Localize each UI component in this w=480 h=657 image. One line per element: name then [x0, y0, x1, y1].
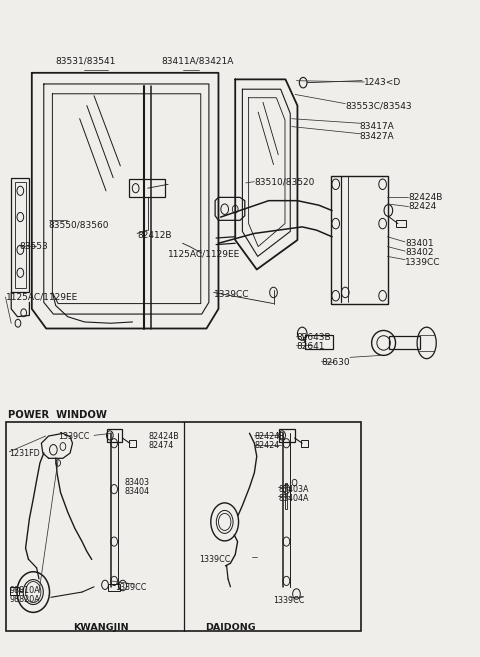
Text: 83404A: 83404A — [278, 494, 309, 503]
Text: 1339CC: 1339CC — [274, 596, 305, 605]
Text: 83553: 83553 — [20, 242, 48, 251]
Text: 1339CC: 1339CC — [214, 290, 249, 299]
Text: 1339CC: 1339CC — [116, 583, 147, 592]
Text: 83531/83541: 83531/83541 — [56, 57, 116, 66]
Text: 83403A: 83403A — [278, 485, 309, 493]
Text: 83401: 83401 — [405, 238, 434, 248]
Bar — [279, 429, 295, 442]
Bar — [129, 179, 165, 197]
Text: 82630: 82630 — [322, 358, 350, 367]
Bar — [107, 429, 122, 442]
Bar — [305, 335, 333, 350]
Text: 82424: 82424 — [254, 442, 280, 450]
Bar — [14, 182, 26, 288]
Text: 1339CC: 1339CC — [199, 555, 231, 564]
Text: DAIDONG: DAIDONG — [205, 623, 256, 632]
Text: 98810A: 98810A — [9, 586, 40, 595]
Text: 1125AC/1129EE: 1125AC/1129EE — [5, 292, 78, 302]
Text: 82643B: 82643B — [297, 332, 331, 342]
Text: 1339CC: 1339CC — [58, 432, 89, 442]
Text: 82474: 82474 — [148, 442, 173, 450]
Text: 98820A: 98820A — [9, 595, 40, 604]
Text: 82424B: 82424B — [408, 193, 443, 202]
Text: 1243<D: 1243<D — [364, 78, 402, 87]
Bar — [285, 483, 288, 509]
Text: 1339CC: 1339CC — [405, 258, 441, 267]
Bar — [301, 440, 309, 447]
Bar — [6, 422, 360, 631]
Text: 1125AC/1129EE: 1125AC/1129EE — [168, 249, 240, 258]
Text: 83404: 83404 — [124, 487, 149, 496]
Text: 82424B: 82424B — [254, 432, 285, 442]
Bar — [396, 220, 406, 227]
Text: 83427A: 83427A — [360, 132, 394, 141]
Text: 82424B: 82424B — [148, 432, 179, 442]
Bar — [11, 177, 29, 292]
Text: 83553C/83543: 83553C/83543 — [345, 101, 412, 110]
Text: KWANGJIN: KWANGJIN — [73, 623, 129, 632]
Text: 82641: 82641 — [297, 342, 325, 351]
Text: POWER  WINDOW: POWER WINDOW — [8, 410, 107, 420]
Text: 82424: 82424 — [408, 202, 437, 211]
Text: 83402: 83402 — [405, 248, 433, 257]
Text: 1231FD: 1231FD — [9, 449, 40, 457]
Text: 83550/83560: 83550/83560 — [48, 220, 109, 229]
Text: 83510/83520: 83510/83520 — [254, 177, 315, 186]
Bar — [129, 440, 136, 447]
Text: 82412B: 82412B — [137, 231, 171, 240]
Bar — [108, 584, 120, 591]
Bar — [10, 587, 19, 595]
Text: 83417A: 83417A — [360, 122, 395, 131]
Bar — [389, 336, 420, 350]
Bar — [331, 175, 388, 304]
Text: 83403: 83403 — [124, 478, 149, 487]
Text: 83411A/83421A: 83411A/83421A — [161, 57, 233, 66]
